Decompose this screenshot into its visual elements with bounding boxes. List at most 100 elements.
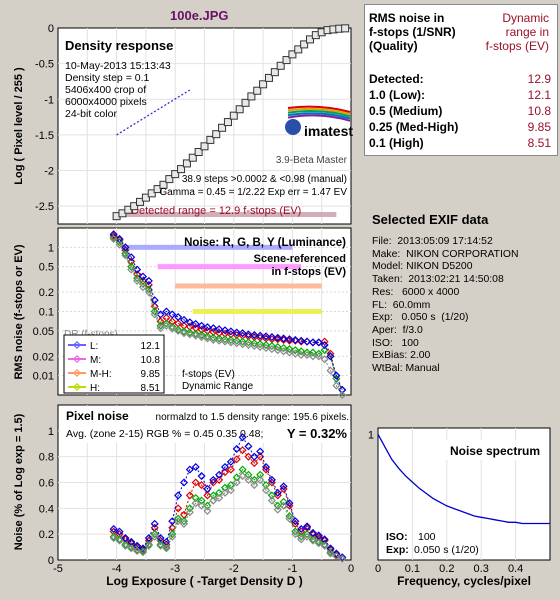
fstops-label: f-stops (EV)	[182, 369, 235, 380]
pixel-noise-point	[127, 544, 136, 553]
pixel-noise-point	[226, 465, 235, 474]
iso-label: ISO:	[386, 531, 408, 543]
legend-marker	[72, 382, 82, 392]
density-ylabel: Log ( Pixel level / 255 )	[13, 67, 25, 185]
pixel-noise-point	[220, 488, 230, 497]
legend-marker	[72, 354, 82, 364]
noise-point	[256, 342, 265, 352]
noise-point	[127, 257, 136, 266]
noise-point	[285, 348, 294, 357]
noise-point	[185, 318, 194, 327]
noise-point	[291, 335, 300, 345]
response-point	[141, 193, 150, 202]
logo-text: imatest	[304, 123, 353, 139]
pixel-noise-point	[203, 484, 212, 494]
pixel-noise-point	[303, 522, 312, 531]
exif-line: Exp: 0.050 s (1/20)	[372, 312, 469, 324]
noise-point	[244, 341, 253, 350]
response-point	[206, 135, 215, 144]
legend-key: M:	[90, 355, 101, 366]
noise-point	[308, 338, 317, 347]
noise-point	[109, 234, 118, 244]
noise-title: Noise: R, G, B, Y (Luminance)	[184, 237, 346, 249]
pixel-noise-point	[191, 493, 200, 503]
pixel-noise-point	[215, 470, 224, 479]
noise-point	[209, 324, 218, 333]
pixel-noise-point	[232, 478, 241, 487]
noise-point	[197, 321, 206, 330]
pixel-noise-point	[150, 532, 159, 541]
noise-point	[203, 323, 212, 332]
pixel-noise-point	[244, 452, 253, 461]
range-bar	[192, 309, 322, 314]
noise-series-B	[113, 233, 343, 391]
response-point	[177, 165, 186, 174]
noise-point	[238, 340, 247, 349]
noise-point	[297, 347, 306, 356]
density-ytick-label: -2.5	[35, 201, 54, 213]
noise-point	[127, 253, 136, 262]
pixel-noise-ytick-label: 0	[48, 555, 54, 567]
noise-point	[244, 330, 253, 339]
summary-rows: Detected: 12.9 1.0 (Low): 12.1 0.5 (Medium) 1…	[369, 71, 551, 151]
summary-row: 0.5 (Medium) 10.8	[369, 103, 551, 119]
response-point	[188, 153, 197, 162]
response-point	[165, 175, 174, 184]
noise-point	[297, 350, 306, 360]
response-point	[218, 123, 227, 132]
response-point	[171, 170, 180, 179]
pixel-noise-point	[267, 475, 276, 484]
detected-range-label: Detected range = 12.9 f-stops (EV)	[131, 205, 301, 217]
pixel-noise-point	[185, 465, 194, 474]
noise-point	[197, 325, 206, 334]
exif-title: Selected EXIF data	[372, 212, 489, 227]
noise-series-R	[113, 235, 343, 391]
pixel-noise-point	[308, 528, 317, 537]
noise-point	[332, 381, 341, 390]
noise-point	[115, 240, 124, 249]
pixel-noise-point	[244, 442, 253, 451]
response-point	[341, 24, 350, 33]
noise-point	[185, 328, 194, 337]
noise-point	[285, 335, 294, 344]
range-bar	[175, 283, 322, 289]
legend-marker	[72, 368, 82, 378]
logo-swoosh	[287, 114, 351, 122]
pixel-noise-point	[179, 478, 189, 487]
response-point	[200, 142, 209, 151]
pixel-noise-point	[291, 517, 300, 526]
summary-table: RMS noise in f-stops (1/SNR) (Quality) D…	[364, 4, 558, 156]
summary-row-label: 0.25 (Med-High)	[369, 120, 459, 134]
legend-key: M-H:	[90, 369, 112, 380]
noise-point	[215, 336, 224, 345]
exif-line: WtBal: Manual	[372, 363, 440, 375]
pixel-noise-point	[174, 504, 183, 513]
noise-point	[168, 324, 177, 333]
noise-point	[127, 262, 136, 271]
pixel-noise-point	[168, 530, 177, 539]
noise-point	[279, 347, 288, 356]
pixel-noise-point	[133, 546, 142, 556]
pixel-noise-point	[226, 457, 235, 466]
legend-key: L:	[90, 341, 98, 352]
noise-point	[220, 335, 230, 344]
noise-point	[261, 343, 271, 353]
pixel-noise-point	[203, 501, 212, 510]
pixel-noise-point	[133, 541, 142, 550]
density-ytick-label: -0.5	[35, 59, 54, 71]
pixel-noise-point	[332, 552, 341, 561]
exp-value: 0.050 s (1/20)	[414, 544, 479, 556]
noise-point	[144, 276, 153, 285]
pixel-noise-point	[203, 506, 212, 515]
pixel-noise-point	[279, 482, 288, 491]
pixel-noise-point	[279, 497, 288, 506]
scene-referenced-label: in f-stops (EV)	[271, 266, 346, 278]
noise-point	[150, 310, 159, 319]
density-info-line: 10-May-2013 15:13:43	[65, 60, 171, 72]
pixel-noise-point	[109, 524, 118, 534]
summary-row-label: 1.0 (Low):	[369, 88, 425, 102]
stats-line: Gamma = 0.45 = 1/2.22 Exp err = 1.47 EV	[159, 187, 347, 198]
xlabel: Log Exposure ( -Target Density D )	[106, 574, 302, 588]
noise-point	[138, 283, 148, 292]
pixel-noise-point	[273, 488, 282, 497]
